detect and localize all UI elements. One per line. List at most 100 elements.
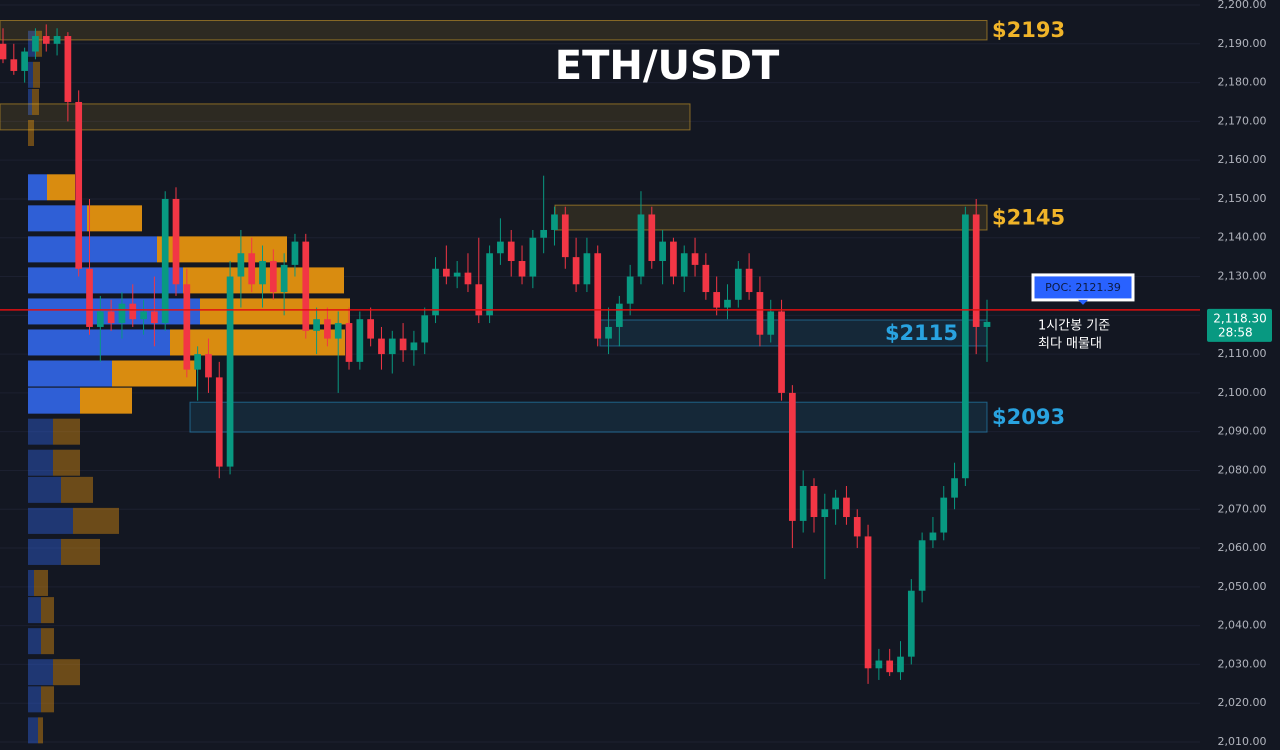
buy-volume: [28, 267, 183, 294]
sell-volume: [38, 717, 43, 744]
candle-body: [907, 590, 915, 657]
candle-body: [215, 377, 223, 467]
candle-body: [637, 214, 645, 277]
buy-volume: [28, 507, 73, 534]
candle-body: [280, 264, 288, 293]
buy-volume: [28, 174, 47, 201]
candle-body: [551, 214, 558, 230]
candle-body: [486, 253, 493, 316]
sell-volume: [112, 360, 196, 387]
candle-body: [583, 253, 591, 285]
candle-body: [21, 51, 28, 71]
candle-body: [42, 36, 50, 44]
y-tick-label: 2,070.00: [1218, 502, 1267, 515]
buy-volume: [28, 360, 112, 387]
buy-volume: [28, 418, 53, 445]
buy-volume: [28, 686, 41, 713]
candle-body: [561, 214, 569, 258]
candle-body: [691, 253, 699, 265]
candle-body: [183, 284, 191, 370]
candle-body: [237, 253, 245, 277]
candle-body: [745, 268, 753, 293]
volume-profile: [28, 30, 350, 744]
zone: [0, 103, 691, 131]
candle-body: [453, 272, 461, 277]
candle-body: [86, 268, 93, 327]
candle-body: [680, 253, 688, 277]
candle-body: [388, 338, 396, 355]
y-tick-label: 2,060.00: [1218, 541, 1267, 554]
candle-body: [161, 198, 169, 324]
buy-volume: [28, 569, 34, 596]
candle-body: [313, 319, 320, 331]
candle-body: [248, 253, 256, 285]
sell-volume: [28, 120, 34, 147]
poc-box: [1031, 273, 1135, 302]
sell-volume: [80, 387, 132, 414]
y-tick-label: 2,030.00: [1218, 657, 1267, 670]
zone: [554, 204, 988, 231]
sell-volume: [41, 597, 54, 624]
sell-volume: [32, 88, 39, 115]
candle-body: [129, 303, 137, 320]
candle-body: [799, 485, 807, 521]
y-tick-label: 2,010.00: [1218, 735, 1267, 748]
candle-body: [334, 323, 342, 339]
candle-body: [821, 509, 829, 518]
candle-body: [756, 292, 764, 335]
candle-body: [259, 261, 266, 285]
candle-body: [713, 292, 721, 308]
sell-volume: [34, 569, 48, 596]
buy-volume: [28, 449, 53, 476]
y-tick-label: 2,170.00: [1218, 114, 1267, 127]
candle-body: [345, 323, 353, 362]
buy-volume: [28, 61, 33, 88]
buy-volume: [28, 597, 41, 624]
candle-body: [864, 536, 872, 669]
candle-body: [269, 261, 277, 293]
y-tick-label: 2,190.00: [1218, 37, 1267, 50]
price-tag: [1207, 308, 1272, 342]
sell-volume: [36, 30, 42, 57]
candle-body: [107, 311, 115, 324]
candle-body: [64, 36, 72, 102]
candle-body: [432, 268, 439, 316]
y-tick-label: 2,020.00: [1218, 696, 1267, 709]
candle-body: [442, 268, 450, 277]
candle-body: [529, 237, 537, 277]
zone: [189, 401, 988, 433]
y-tick-label: 2,090.00: [1218, 425, 1267, 438]
y-tick-label: 2,110.00: [1218, 347, 1267, 360]
candle-body: [10, 59, 18, 71]
sell-volume: [53, 449, 80, 476]
y-tick-label: 2,150.00: [1218, 192, 1267, 205]
sell-volume: [61, 538, 100, 565]
candle-body: [626, 276, 634, 304]
candle-body: [367, 319, 375, 339]
zone-label: $2093: [992, 405, 1065, 429]
candle-body: [594, 253, 602, 339]
sell-volume: [53, 659, 80, 686]
sell-volume: [47, 174, 75, 201]
buy-volume: [28, 476, 61, 503]
candle-body: [96, 311, 104, 327]
buy-volume: [28, 387, 80, 414]
sell-volume: [73, 507, 119, 534]
candle-body: [475, 284, 483, 316]
candle-body: [832, 497, 839, 510]
y-tick-label: 2,100.00: [1218, 386, 1267, 399]
poc-pointer: [1078, 299, 1088, 305]
annotation: 최다 매물대: [1038, 336, 1102, 351]
candle-body: [324, 319, 331, 339]
candle-body: [464, 272, 472, 285]
y-tick-label: 2,160.00: [1218, 153, 1267, 166]
candle-body: [378, 338, 385, 355]
candle-body: [972, 214, 980, 327]
candle-body: [572, 257, 580, 285]
candle-body: [399, 338, 407, 351]
zones: [0, 20, 988, 433]
candle-body: [507, 241, 515, 262]
price-tag-timer: 28:58: [1218, 325, 1253, 339]
